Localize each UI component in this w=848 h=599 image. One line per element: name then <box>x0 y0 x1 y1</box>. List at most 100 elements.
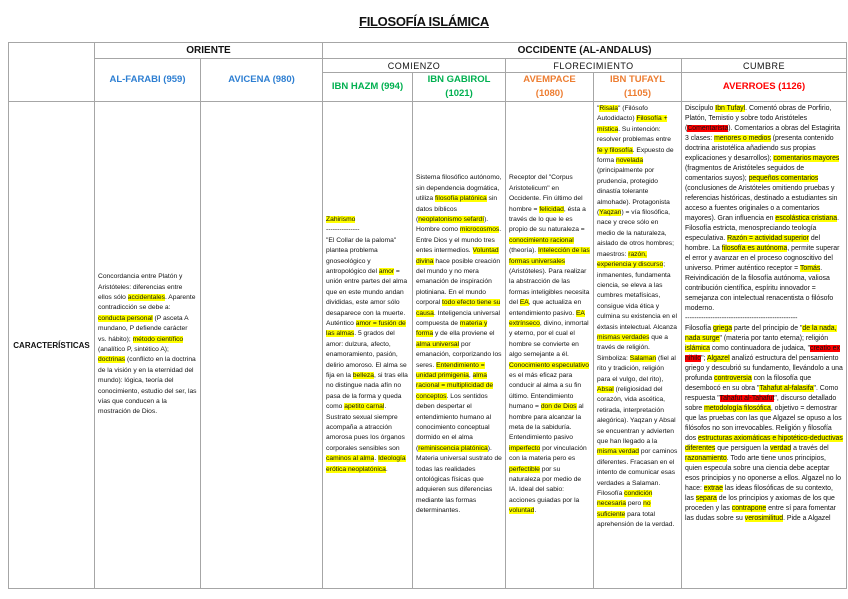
text-segment: = unión entre partes del alma que en est… <box>326 267 408 327</box>
highlighted-term: razonamiento <box>685 455 727 462</box>
header-farabi: AL-FARABI (959) <box>94 58 201 102</box>
text-segment: ) = vía filosófica, nace y crece sólo en… <box>597 209 674 258</box>
text-segment: " (Filósofo Autodidacto) <box>597 105 648 123</box>
highlighted-term: alma universal <box>416 340 460 348</box>
header-florecimiento: FLORECIMIENTO <box>505 58 683 73</box>
highlighted-term-red: Tahafut al-Tahafut <box>719 395 775 402</box>
highlighted-term: separa <box>695 495 717 502</box>
highlighted-term: Tahafut al-falasifa <box>759 385 814 392</box>
highlighted-term: comentarios mayores <box>773 155 840 162</box>
cell-text: Concordancia entre Platón y Aristóteles:… <box>98 272 197 418</box>
text-segment: entre sí para fomentar las dudas sobre s… <box>685 505 836 522</box>
highlighted-term: Razón = actividad superior <box>727 235 809 242</box>
header-averroes: AVERROES (1126) <box>681 72 848 102</box>
text-segment: por su naturaleza por medio de IA. Ideal… <box>509 465 582 504</box>
philosophy-table: ORIENTE OCCIDENTE (AL-ANDALUS) AL-FARABI… <box>8 42 848 589</box>
highlighted-term: pequeños comentarios <box>748 175 819 182</box>
text-segment: pero <box>626 500 644 508</box>
text-segment: (theoría). <box>509 247 539 255</box>
text-segment: las ideas filosóficas de su contexto, la… <box>685 485 833 502</box>
text-segment: hace posible creación del mundo y no mer… <box>416 257 501 307</box>
cell-text: Sistema filosófico autónomo, sin depende… <box>416 173 502 516</box>
text-segment: por caminos diferentes. Fracasan en el i… <box>597 448 678 498</box>
header-tufayl: IBN TUFAYL (1105) <box>593 72 683 102</box>
text-segment: para total aprehensión de la verdad. <box>597 510 675 529</box>
highlighted-term: EA <box>519 299 529 307</box>
text-segment: ", discurso detallado sobre <box>685 395 837 412</box>
highlighted-term: filosofía platónica <box>434 195 487 203</box>
header-oriente: ORIENTE <box>93 42 324 59</box>
highlighted-term: amor <box>378 267 395 275</box>
highlighted-term: griega <box>712 325 733 332</box>
cell-text: Zahirismo --------------- "El Collar de … <box>326 215 409 475</box>
highlighted-term: conocimiento racional <box>509 236 574 244</box>
text-segment: es el más eficaz para conducir al alma a… <box>509 372 582 411</box>
highlighted-term: fe y filosofía <box>597 146 633 154</box>
text-segment: . <box>374 455 379 463</box>
cell-averroes: Discípulo Ibn Tufayl. Comentó obras de P… <box>681 101 848 589</box>
text-segment: Sistema filosófico autónomo, sin depende… <box>416 174 502 203</box>
cell-text: "Risala" (Filósofo Autodidacto) Filosofí… <box>597 104 678 531</box>
highlighted-term: método científico <box>132 335 184 343</box>
text-segment: y de ella proviene el <box>433 330 495 338</box>
header-occidente: OCCIDENTE (AL-ANDALUS) <box>322 42 848 59</box>
row-label-caracteristicas: CARACTERÍSTICAS <box>8 101 95 589</box>
text-segment: ". Como respuesta " <box>685 385 839 402</box>
text-segment: ). Comentarios a obras del Estagirita 3 … <box>685 125 841 142</box>
text-segment: . Expuesto de forma <box>597 146 674 165</box>
text-segment: . Pide a Algazel <box>783 515 831 522</box>
text-segment: ; inmanentes, fundamenta ciencia, se ele… <box>597 261 677 331</box>
text-segment: Receptor del "Corpus Aristotelicum" en O… <box>509 174 583 213</box>
text-segment: . Reivindicación de la filosofía autónom… <box>685 265 834 332</box>
text-segment: . Comentó obras de Porfirio, Platón, Tem… <box>685 105 832 132</box>
text-segment: , si tras ella no distingue nada afín no… <box>326 372 408 411</box>
text-segment: al hombre para alcanzar la meta de la sa… <box>509 403 584 442</box>
highlighted-term: perfectible <box>509 465 540 473</box>
text-segment: . Aparente contradicción se debe a: <box>98 293 196 312</box>
cell-text: Discípulo Ibn Tufayl. Comentó obras de P… <box>685 104 843 524</box>
highlighted-term: belleza <box>352 372 374 380</box>
text-segment: a través del <box>791 445 829 452</box>
text-segment: con la filosofía que desembocó en su obr… <box>685 375 812 392</box>
highlighted-term: filosofía es autónoma <box>721 245 788 252</box>
text-segment: (conflicto en la doctrina de la visión y… <box>98 356 197 416</box>
text-segment: . Todo arte tiene unos principios, quien… <box>685 455 841 492</box>
text-segment: (Aristóteles). Para realizar la abstracc… <box>509 267 590 307</box>
text-segment: que a través de religión. Simboliza: <box>597 333 669 362</box>
highlighted-term: voluntad <box>509 507 535 515</box>
text-segment: . Su intención: resolver problemas entre <box>597 125 671 144</box>
highlighted-term: imperfecto <box>509 444 541 452</box>
text-segment: , <box>468 372 473 380</box>
cell-text: Receptor del "Corpus Aristotelicum" en O… <box>509 173 590 516</box>
highlighted-term: Yaqzan <box>599 209 622 217</box>
highlighted-term: don de Dios <box>540 403 577 411</box>
header-cumbre: CUMBRE <box>681 58 848 73</box>
text-segment: . Inteligencia universal compuesta de <box>416 309 501 327</box>
text-segment: Concordancia entre Platón y Aristóteles:… <box>98 273 183 301</box>
text-segment: . Los sentidos deben despertar el entend… <box>416 392 492 452</box>
highlighted-term: reminiscencia platónica <box>418 444 488 452</box>
text-segment: (presenta contenido doctrina aristotélic… <box>685 135 834 162</box>
text-segment: Discípulo <box>685 105 716 112</box>
highlighted-term: Ibn Tufayl <box>715 105 746 112</box>
cell-farabi: Concordancia entre Platón y Aristóteles:… <box>94 101 201 589</box>
highlighted-term: novelada <box>615 157 644 165</box>
highlighted-term: Salaman <box>629 354 657 362</box>
text-segment: --------------- "El Collar de la paloma"… <box>326 226 397 275</box>
text-segment: (principalmente por prudencia, protegido… <box>597 167 670 216</box>
text-segment: , objetivo = demostrar que las pruebas c… <box>685 405 842 442</box>
highlighted-term: misma verdad <box>597 448 640 456</box>
highlighted-term: Algazel <box>707 355 730 362</box>
text-segment: por emanación, corporizando los seres. <box>416 340 502 369</box>
text-segment: parte del principio de " <box>732 325 803 332</box>
text-segment: . 5 grados del amor: dulzura, afecto, en… <box>326 330 407 380</box>
header-gabirol: IBN GABIROL (1021) <box>412 72 507 102</box>
highlighted-term: conducta personal <box>98 314 153 322</box>
text-segment: por vinculación con la materia pero es <box>509 444 587 463</box>
cell-avempace: Receptor del "Corpus Aristotelicum" en O… <box>505 101 595 589</box>
highlighted-term: apetito carnal <box>344 403 385 411</box>
highlighted-term: extrae <box>703 485 723 492</box>
text-segment: (analítico P, sintético A); <box>98 346 169 353</box>
highlighted-term: Absal <box>597 385 614 393</box>
text-segment: del hombre. La <box>685 235 821 252</box>
